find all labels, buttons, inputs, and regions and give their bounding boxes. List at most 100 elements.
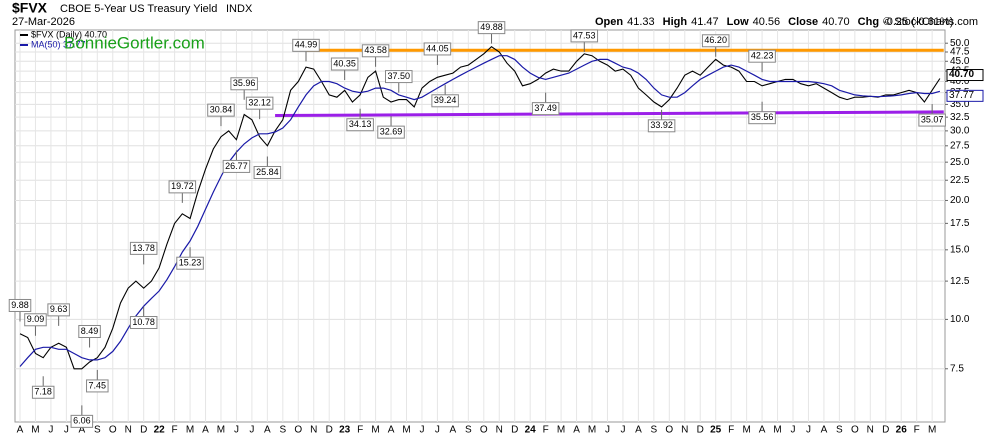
x-tick-label: J — [791, 425, 796, 436]
y-tick-label: 7.5 — [950, 363, 964, 374]
quote-label: Close — [788, 16, 818, 28]
annotation-box — [431, 94, 459, 108]
annotation-box — [129, 316, 158, 330]
quote-label: Chg — [858, 16, 879, 28]
x-tick-label: M — [371, 425, 379, 436]
x-tick-label: J — [435, 425, 440, 436]
annotation-box — [253, 165, 282, 179]
x-tick-label: J — [234, 425, 239, 436]
y-tick-label: 50.0 — [950, 38, 970, 49]
annotation: 15.23 — [179, 258, 202, 268]
x-tick-label: M — [186, 425, 194, 436]
x-tick-label: M — [773, 425, 781, 436]
x-tick-label: J — [620, 425, 625, 436]
annotation: 6.06 — [73, 416, 91, 426]
annotation-box — [230, 77, 258, 91]
x-tick-label: M — [928, 425, 936, 436]
quote-label: Low — [727, 16, 749, 28]
annotation: 9.88 — [11, 300, 29, 310]
annotation: 32.69 — [380, 127, 403, 137]
x-tick-label: N — [125, 425, 132, 436]
x-tick-label: 22 — [154, 425, 166, 436]
x-tick-label: A — [635, 425, 642, 436]
x-tick-label: A — [79, 425, 86, 436]
x-tick-label: M — [557, 425, 565, 436]
annotation-box — [86, 379, 109, 393]
y-tick-label: 45.0 — [950, 56, 970, 67]
x-tick-label: D — [326, 425, 333, 436]
annotation: 34.13 — [349, 119, 372, 129]
annotation-box — [245, 96, 274, 110]
last-value-box — [946, 89, 984, 102]
legend-label: MA(50) 37.77 — [31, 39, 86, 49]
x-tick-label: S — [836, 425, 843, 436]
date: 27-Mar-2026 — [12, 16, 75, 28]
annotation-box — [918, 113, 946, 127]
annotation: 25.84 — [256, 167, 279, 177]
x-tick-label: J — [249, 425, 254, 436]
x-tick-label: D — [882, 425, 889, 436]
annotation: 19.72 — [171, 181, 194, 191]
x-tick-label: A — [450, 425, 457, 436]
y-tick-label: 12.5 — [950, 276, 970, 287]
x-tick-label: M — [588, 425, 596, 436]
x-tick-label: F — [914, 425, 920, 436]
marks: $FVX (Daily) 40.70 40.70 MA(50) 37.77 37.77… — [8, 21, 984, 428]
x-tick-label: O — [851, 425, 859, 436]
annotation: 7.45 — [89, 380, 107, 390]
annotation-box — [207, 103, 235, 117]
x-tick-label: A — [573, 425, 580, 436]
x-tick-label: M — [31, 425, 39, 436]
x-tick-label: F — [172, 425, 178, 436]
annotation-box — [292, 38, 320, 52]
x-tick-label: M — [217, 425, 225, 436]
x-tick-label: J — [605, 425, 610, 436]
x-tick-label: A — [759, 425, 766, 436]
x-tick-label: 25 — [710, 425, 722, 436]
x-tick-label: N — [867, 425, 874, 436]
x-tick-label: D — [697, 425, 704, 436]
annotation-box — [31, 385, 55, 399]
annotation-box — [385, 70, 413, 84]
x-tick-label: 24 — [525, 425, 537, 436]
series-line — [19, 45, 941, 370]
annotation: 35.56 — [751, 112, 774, 122]
annotation: 7.18 — [34, 387, 52, 397]
y-tick-label: 22.5 — [950, 175, 970, 186]
annotation-box — [477, 21, 506, 35]
annotation: 33.92 — [650, 120, 673, 130]
annotation: 35.07 — [921, 114, 944, 124]
annotation: 9.09 — [27, 314, 45, 324]
annotation: 10.78 — [132, 317, 155, 327]
x-tick-label: A — [821, 425, 828, 436]
annotation: 42.23 — [751, 51, 774, 61]
x-tick-label: M — [742, 425, 750, 436]
annotation-box — [423, 42, 452, 56]
annotation: 46.20 — [704, 35, 727, 45]
y-tick-label: 10.0 — [950, 314, 970, 325]
last-value-label: 40.70 — [949, 69, 974, 80]
annotation: 39.24 — [434, 95, 457, 105]
symbol: $FVX — [12, 0, 48, 16]
y-tick-label: 15.0 — [950, 244, 970, 255]
quote-label: Open — [595, 16, 623, 28]
annotation-box — [24, 313, 47, 327]
annotation-box — [647, 119, 676, 133]
annotation-box — [748, 111, 776, 125]
annotation: 32.12 — [248, 98, 271, 108]
last-value-box — [946, 69, 984, 82]
x-tick-label: F — [728, 425, 734, 436]
annotation-box — [70, 414, 94, 428]
x-tick-label: D — [140, 425, 147, 436]
y-tick-label: 47.5 — [950, 47, 970, 58]
quote: Open 41.33 High 41.47 Low 40.56 Close 40.70 Chg -… — [595, 16, 953, 28]
x-tick-label: O — [480, 425, 488, 436]
series-line — [19, 55, 941, 367]
x-tick-label: 26 — [896, 425, 908, 436]
annotation-box — [8, 298, 32, 312]
x-tick-label: O — [294, 425, 302, 436]
x-tick-label: N — [310, 425, 317, 436]
annotation-box — [377, 125, 405, 139]
quote-value: -0.25 (-0.61%) — [883, 16, 953, 28]
